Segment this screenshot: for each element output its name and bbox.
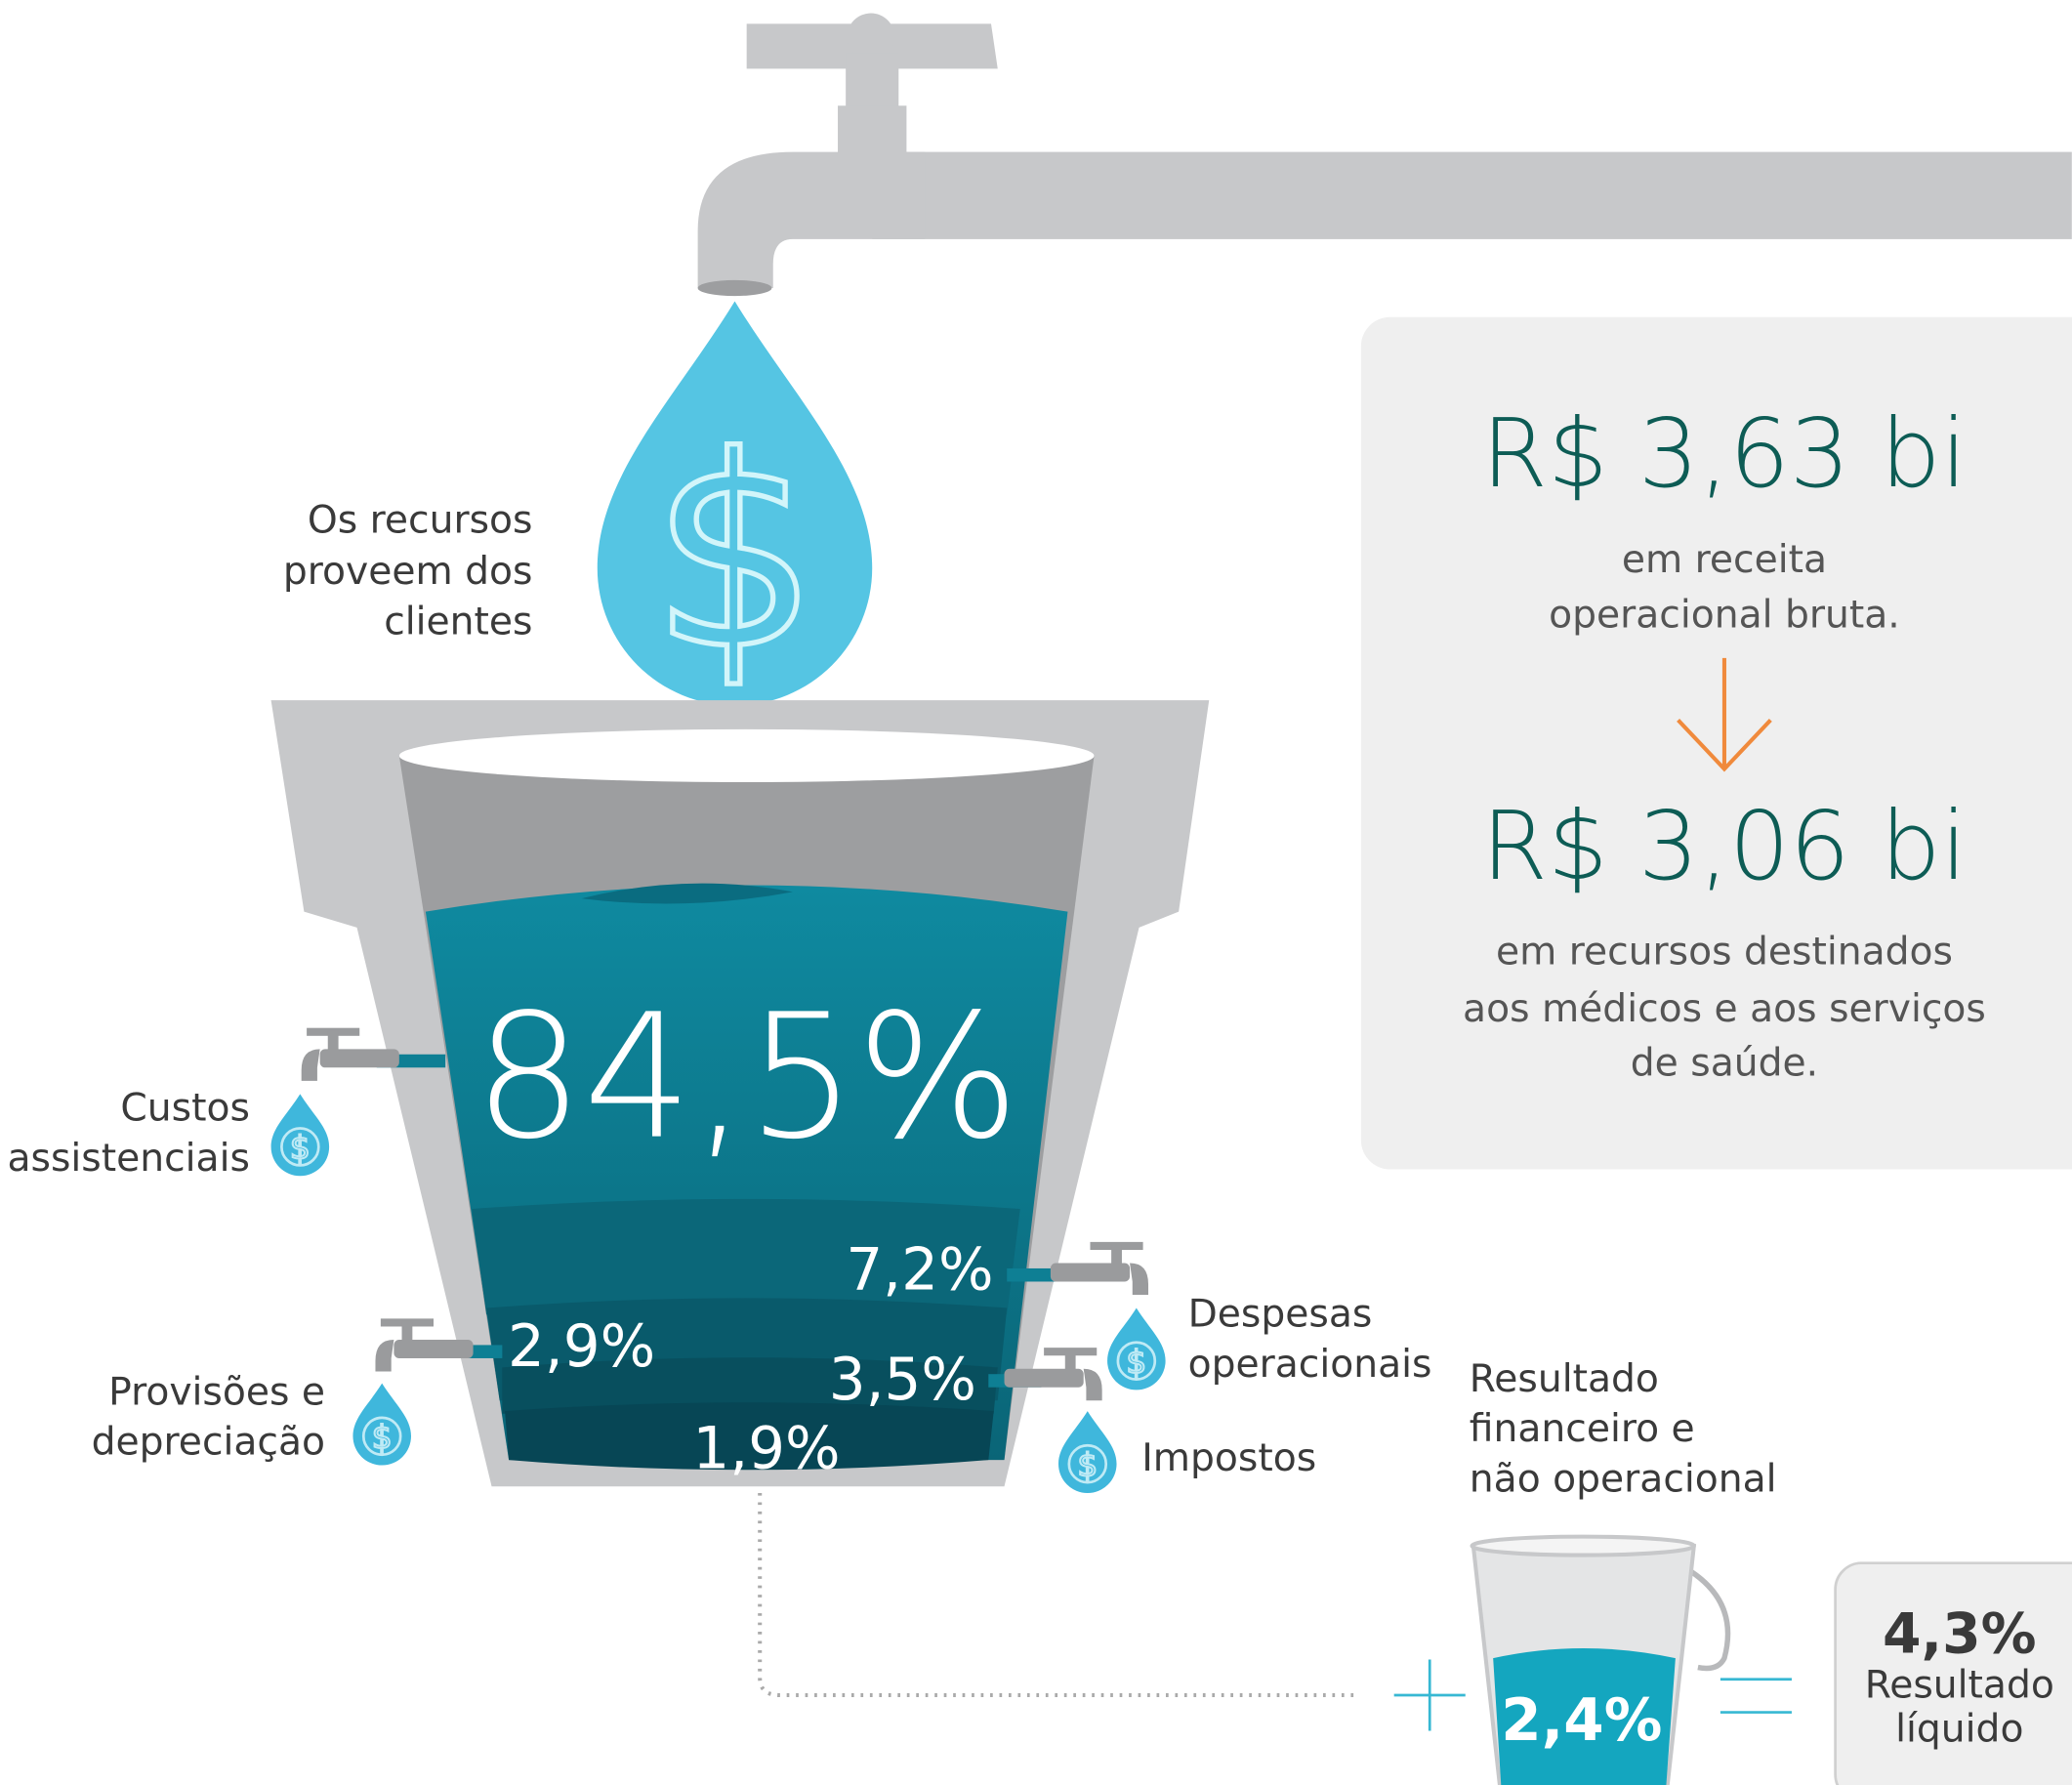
outflow-percent: 3,5% [829, 1347, 976, 1414]
label-line: Os recursos [308, 498, 533, 542]
net-percent: 4,3% [1883, 1602, 2037, 1667]
svg-text:$: $ [650, 399, 818, 707]
labels: Os recursos proveem dos clientes Custos … [8, 498, 1777, 1501]
outflow-percent: 2,9% [508, 1313, 655, 1381]
money-drop: $ [597, 301, 873, 710]
desc-line: em recursos destinados [1496, 931, 1953, 975]
desc-line: em receita [1622, 538, 1827, 582]
label-line: depreciação [92, 1421, 325, 1465]
desc-line: operacional bruta. [1549, 594, 1900, 638]
financial-percent: 2,4% [1501, 1687, 1662, 1755]
label-line: Resultado [1865, 1664, 2054, 1708]
label-line: líquido [1895, 1707, 2023, 1751]
label-line: não operacional [1470, 1458, 1777, 1502]
label-line: Provisões e [108, 1370, 325, 1414]
label-line: proveem dos [283, 550, 533, 594]
allocated-amount: R$ 3,06 bi [1481, 791, 1967, 901]
main-percent: 84,5% [474, 978, 1019, 1178]
connector [758, 1492, 1355, 1698]
equals-sign [1720, 1678, 1792, 1714]
label-line: Custos [120, 1086, 249, 1130]
bucket: 2,4% [1470, 1534, 1731, 1785]
outflow-taps [269, 1027, 1167, 1495]
label-line: operacionais [1188, 1343, 1432, 1387]
pot [270, 700, 1210, 1487]
label-line: financeiro e [1470, 1407, 1695, 1451]
label-line: Impostos [1141, 1436, 1316, 1480]
desc-line: de saúde. [1631, 1041, 1818, 1085]
faucet [697, 13, 2072, 297]
outflow-percent: 7,2% [846, 1237, 993, 1305]
plus-sign [1393, 1659, 1466, 1731]
outflow-percent: 1,9% [692, 1415, 840, 1482]
summary-panel: R$ 3,63 bi em receita operacional bruta.… [1360, 316, 2072, 1170]
label-line: clientes [384, 600, 532, 643]
desc-line: aos médicos e aos serviços [1463, 987, 1986, 1031]
label-line: assistenciais [8, 1137, 250, 1181]
revenue-amount: R$ 3,63 bi [1481, 398, 1967, 509]
net-result: 4,3% Resultado líquido [1834, 1561, 2072, 1785]
label-line: Resultado [1470, 1357, 1659, 1401]
label-line: Despesas [1188, 1292, 1373, 1336]
